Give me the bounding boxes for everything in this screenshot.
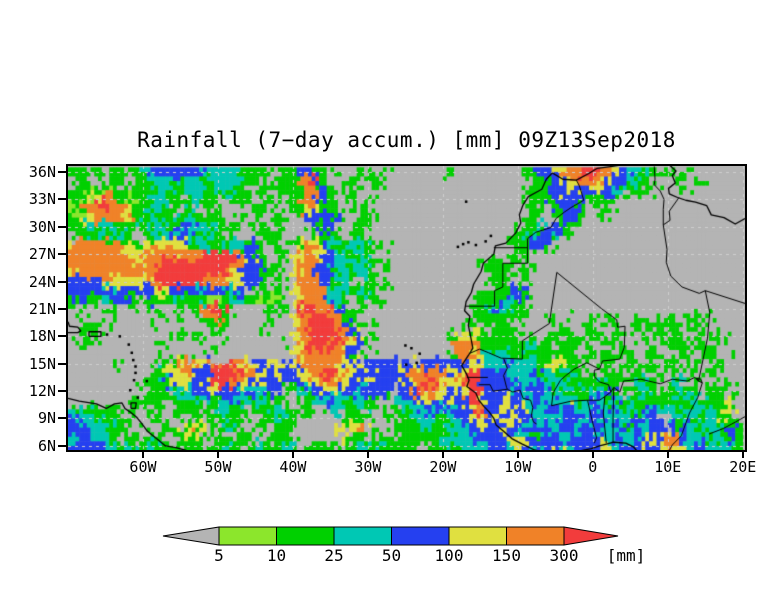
- lat-tick: [58, 444, 66, 447]
- lon-tick: [441, 450, 444, 458]
- colorbar-segment: [162, 526, 220, 546]
- lon-tick-label: 0: [588, 458, 598, 476]
- lon-tick: [666, 450, 669, 458]
- colorbar-level-label: 50: [381, 546, 402, 565]
- plot-title: Rainfall (7−day accum.) [mm] 09Z13Sep201…: [137, 128, 676, 152]
- lat-tick-label: 27N: [28, 245, 56, 264]
- lat-tick: [58, 253, 66, 256]
- colorbar-segment: [333, 526, 392, 546]
- colorbar-segment: [218, 526, 277, 546]
- lon-tick-label: 50W: [204, 458, 232, 476]
- lat-tick-label: 15N: [28, 354, 56, 373]
- lon-tick-label: 10W: [504, 458, 532, 476]
- lon-tick-label: 10E: [654, 458, 682, 476]
- lon-tick: [366, 450, 369, 458]
- colorbar-segment: [448, 526, 507, 546]
- lat-tick-label: 6N: [37, 436, 56, 455]
- lon-tick: [516, 450, 519, 458]
- lon-tick-label: 20W: [429, 458, 457, 476]
- lon-tick-label: 30W: [354, 458, 382, 476]
- lon-tick-label: 60W: [129, 458, 157, 476]
- lon-tick: [741, 450, 744, 458]
- lat-tick: [58, 225, 66, 228]
- colorbar-segment: [391, 526, 450, 546]
- colorbar-segment: [276, 526, 335, 546]
- colorbar-level-label: 100: [434, 546, 464, 565]
- lat-tick-label: 33N: [28, 190, 56, 209]
- lat-tick: [58, 362, 66, 365]
- lat-tick: [58, 280, 66, 283]
- lat-tick-label: 30N: [28, 217, 56, 236]
- lat-tick: [58, 170, 66, 173]
- lon-tick: [216, 450, 219, 458]
- colorbar-unit-label: [mm]: [606, 546, 646, 565]
- lat-tick: [58, 335, 66, 338]
- lat-tick-label: 21N: [28, 299, 56, 318]
- colorbar-level-label: 10: [266, 546, 287, 565]
- lat-tick-label: 12N: [28, 382, 56, 401]
- lon-tick-label: 20E: [729, 458, 757, 476]
- lon-tick: [291, 450, 294, 458]
- colorbar-segment: [506, 526, 565, 546]
- colorbar-level-label: 5: [214, 546, 224, 565]
- colorbar-level-label: 25: [324, 546, 344, 565]
- lat-tick: [58, 307, 66, 310]
- rainfall-map-canvas: [68, 166, 745, 450]
- lon-tick: [591, 450, 594, 458]
- colorbar: [162, 526, 619, 546]
- colorbar-segment: [563, 526, 619, 546]
- colorbar-level-label: 150: [492, 546, 521, 565]
- lon-tick-label: 40W: [279, 458, 307, 476]
- lat-tick: [58, 198, 66, 201]
- lat-tick-label: 36N: [28, 162, 56, 181]
- lat-tick: [58, 390, 66, 393]
- colorbar-level-label: 300: [549, 546, 579, 565]
- lat-tick: [58, 417, 66, 420]
- lat-tick-label: 9N: [37, 409, 56, 428]
- lat-tick-label: 24N: [28, 272, 56, 291]
- lon-tick: [141, 450, 144, 458]
- lat-tick-label: 18N: [28, 327, 56, 346]
